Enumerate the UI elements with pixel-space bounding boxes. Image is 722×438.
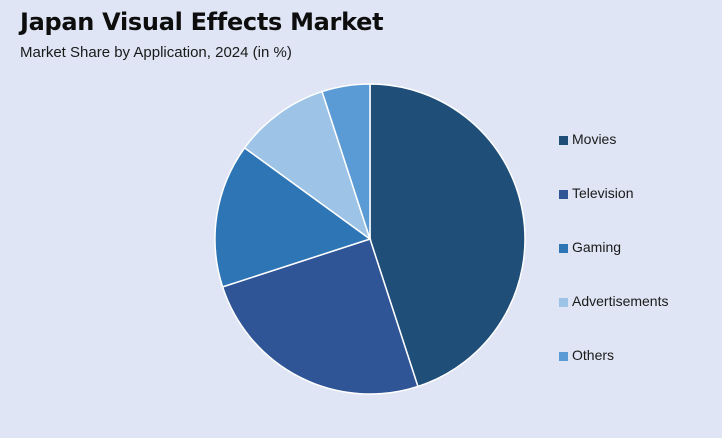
legend-swatch-gaming <box>559 244 568 253</box>
pie-slice-television <box>221 238 419 395</box>
legend-item-gaming: Gaming <box>559 239 668 293</box>
pie-slice-gaming <box>214 146 372 288</box>
legend-label-others: Others <box>572 347 615 363</box>
pie-slice-others <box>321 83 371 240</box>
legend-swatch-others <box>559 352 568 361</box>
legend: Movies Television Gaming Advertisements … <box>559 131 668 401</box>
chart-subtitle: Market Share by Application, 2024 (in %) <box>20 44 292 61</box>
legend-swatch-movies <box>559 136 568 145</box>
legend-label-advertisements: Advertisements <box>572 293 669 309</box>
pie-slice-advertisements <box>243 90 372 241</box>
legend-item-advertisements: Advertisements <box>559 293 668 347</box>
legend-item-movies: Movies <box>559 131 668 185</box>
legend-label-movies: Movies <box>572 131 617 147</box>
legend-label-gaming: Gaming <box>572 239 622 255</box>
pie-slices <box>214 83 526 395</box>
chart-title: Japan Visual Effects Market <box>20 8 384 36</box>
legend-item-television: Television <box>559 185 668 239</box>
legend-item-others: Others <box>559 347 668 401</box>
legend-swatch-advertisements <box>559 298 568 307</box>
legend-label-television: Television <box>572 185 634 201</box>
legend-swatch-television <box>559 190 568 199</box>
pie-slice-movies <box>369 83 526 388</box>
